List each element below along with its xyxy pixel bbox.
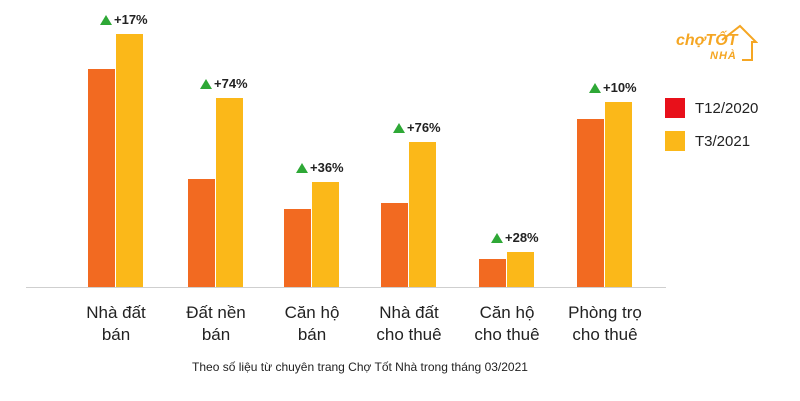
bar-t12-2020 [284, 209, 311, 287]
legend: T12/2020 T3/2021 [665, 98, 758, 164]
growth-annotation: +10% [589, 80, 637, 95]
bar-t3-2021 [507, 252, 534, 287]
bar-t3-2021 [116, 34, 143, 287]
growth-value: +17% [114, 12, 148, 27]
legend-swatch [665, 131, 685, 151]
up-triangle-icon [296, 162, 308, 173]
growth-value: +28% [505, 230, 539, 245]
legend-item-t12-2020: T12/2020 [665, 98, 758, 118]
up-triangle-icon [200, 78, 212, 89]
growth-annotation: +36% [296, 160, 344, 175]
category-label: Phòng trọ cho thuê [568, 303, 642, 344]
house-icon [721, 24, 758, 61]
bar-t3-2021 [605, 102, 632, 287]
legend-label: T12/2020 [695, 99, 759, 117]
category-label: Đất nền bán [186, 303, 246, 344]
bar-t12-2020 [381, 203, 408, 287]
logo-subtext: NHÀ [710, 50, 737, 62]
growth-annotation: +17% [100, 12, 148, 27]
category-label: Căn hộ cho thuê [474, 303, 540, 344]
x-axis-line [26, 287, 666, 288]
growth-value: +76% [407, 120, 441, 135]
logo-text: chợTỐT [676, 32, 738, 49]
bar-t3-2021 [216, 98, 243, 287]
bar-t12-2020 [88, 69, 115, 287]
legend-swatch [665, 98, 685, 118]
growth-value: +74% [214, 76, 248, 91]
up-triangle-icon [100, 14, 112, 25]
legend-item-t3-2021: T3/2021 [665, 131, 758, 151]
growth-annotation: +28% [491, 230, 539, 245]
growth-value: +10% [603, 80, 637, 95]
growth-annotation: +74% [200, 76, 248, 91]
chart-caption: Theo số liệu từ chuyên trang Chợ Tốt Nhà… [192, 360, 528, 374]
up-triangle-icon [393, 122, 405, 133]
category-label: Nhà đất cho thuê [376, 303, 442, 344]
bar-t12-2020 [577, 119, 604, 287]
bar-t12-2020 [188, 179, 215, 287]
growth-annotation: +76% [393, 120, 441, 135]
bar-t3-2021 [409, 142, 436, 287]
cho-tot-nha-logo: chợTỐT NHÀ [670, 22, 770, 68]
legend-label: T3/2021 [695, 132, 751, 150]
up-triangle-icon [589, 82, 601, 93]
category-label: Căn hộ bán [284, 303, 340, 344]
bar-t3-2021 [312, 182, 339, 287]
bar-t12-2020 [479, 259, 506, 287]
category-label: Nhà đất bán [86, 303, 146, 344]
growth-value: +36% [310, 160, 344, 175]
up-triangle-icon [491, 232, 503, 243]
